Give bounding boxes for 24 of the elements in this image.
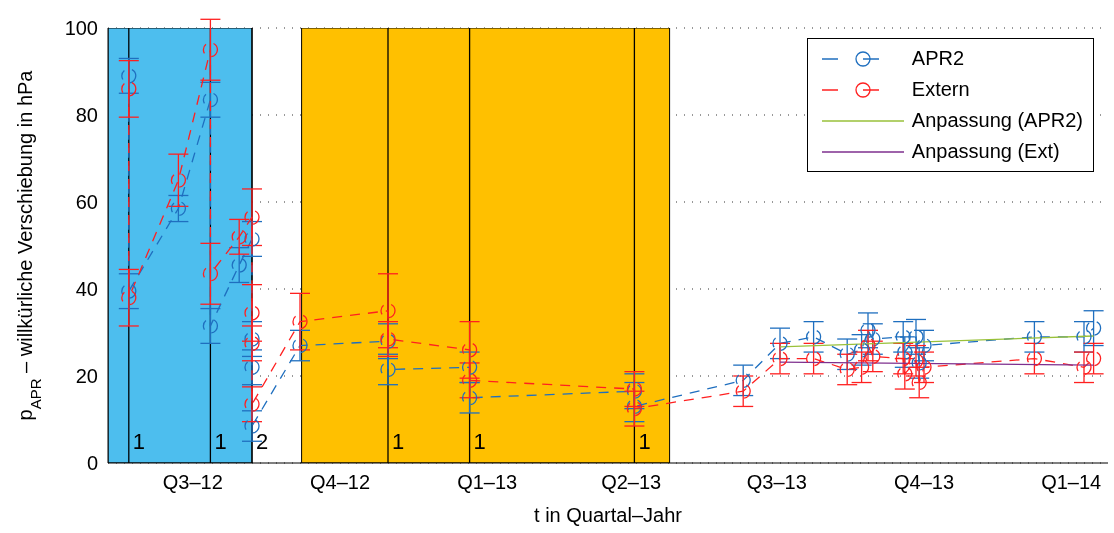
legend-label: APR2 xyxy=(911,47,965,70)
y-tick-label: 100 xyxy=(64,17,98,40)
legend-label: Anpassung (Ext) xyxy=(911,140,1060,163)
x-tick-label: Q4–13 xyxy=(893,471,955,494)
x-tick-label: Q3–12 xyxy=(162,471,223,494)
annotation: 1 xyxy=(638,429,651,455)
y-tick-label: 0 xyxy=(86,452,98,475)
x-tick-label: Q2–13 xyxy=(601,471,662,494)
x-tick-label: Q1–14 xyxy=(1041,471,1102,494)
annotation: 1 xyxy=(132,429,146,455)
annotation: 2 xyxy=(256,429,269,455)
y-tick-label: 40 xyxy=(75,278,98,301)
legend-label: Anpassung (APR2) xyxy=(911,109,1083,132)
annotation: 1 xyxy=(214,429,227,455)
x-tick-label: Q3–13 xyxy=(746,471,807,494)
annotation: 1 xyxy=(392,429,405,455)
annotation: 1 xyxy=(473,429,486,455)
y-tick-label: 80 xyxy=(75,104,98,127)
y-tick-label: 60 xyxy=(75,191,98,214)
x-axis-title: t in Quartal–Jahr xyxy=(534,504,683,526)
legend-label: Extern xyxy=(911,78,970,101)
x-tick-label: Q1–13 xyxy=(457,471,518,494)
y-tick-label: 20 xyxy=(75,365,98,388)
x-tick-label: Q4–12 xyxy=(309,471,371,494)
